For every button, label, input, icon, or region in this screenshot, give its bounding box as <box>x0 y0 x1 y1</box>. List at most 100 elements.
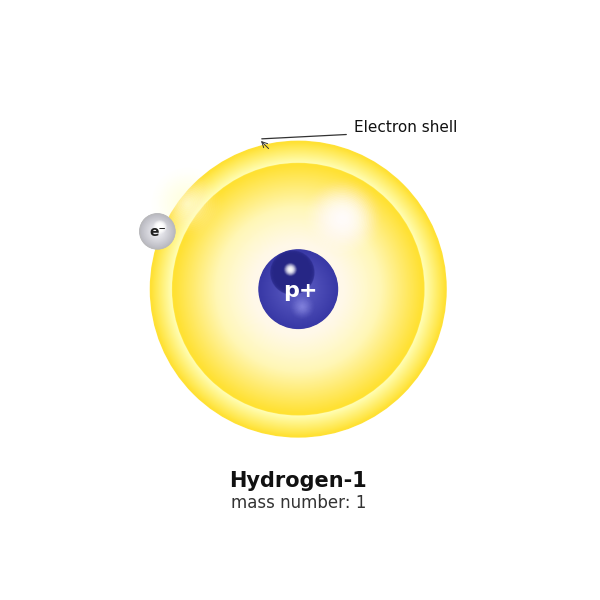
Circle shape <box>287 266 294 273</box>
Circle shape <box>281 262 303 283</box>
Circle shape <box>215 206 382 373</box>
Circle shape <box>177 168 419 410</box>
Circle shape <box>290 281 307 298</box>
Circle shape <box>323 199 362 238</box>
Circle shape <box>151 142 445 436</box>
Circle shape <box>230 220 367 358</box>
Circle shape <box>203 194 394 385</box>
Circle shape <box>206 197 391 382</box>
Circle shape <box>180 196 195 211</box>
Circle shape <box>329 205 356 232</box>
Circle shape <box>169 185 206 222</box>
Circle shape <box>209 200 388 379</box>
Circle shape <box>277 257 307 288</box>
Circle shape <box>277 268 320 311</box>
Circle shape <box>232 223 364 355</box>
Circle shape <box>198 188 399 389</box>
Circle shape <box>249 239 348 338</box>
Circle shape <box>295 286 301 292</box>
Circle shape <box>334 210 351 226</box>
Circle shape <box>157 230 158 232</box>
Circle shape <box>285 264 296 275</box>
Circle shape <box>331 206 354 230</box>
Circle shape <box>259 250 338 328</box>
Circle shape <box>288 267 293 272</box>
Circle shape <box>227 217 370 361</box>
Circle shape <box>292 297 312 317</box>
Circle shape <box>148 221 167 241</box>
Circle shape <box>231 222 365 356</box>
Circle shape <box>155 146 442 433</box>
Circle shape <box>157 231 158 232</box>
Circle shape <box>180 171 416 407</box>
Circle shape <box>235 226 362 353</box>
Circle shape <box>145 219 170 244</box>
Circle shape <box>196 187 400 391</box>
Circle shape <box>272 263 324 315</box>
Circle shape <box>286 277 310 301</box>
Circle shape <box>179 170 417 408</box>
Circle shape <box>286 265 295 274</box>
Circle shape <box>247 238 350 341</box>
Circle shape <box>172 163 425 416</box>
Circle shape <box>209 200 387 378</box>
Circle shape <box>152 143 444 435</box>
Circle shape <box>173 163 424 415</box>
Circle shape <box>265 255 332 323</box>
Circle shape <box>280 271 316 307</box>
Circle shape <box>165 181 209 226</box>
Circle shape <box>154 221 166 233</box>
Circle shape <box>167 183 208 224</box>
Circle shape <box>217 208 380 370</box>
Circle shape <box>269 260 327 318</box>
Circle shape <box>197 188 400 391</box>
Circle shape <box>234 225 362 353</box>
Circle shape <box>156 223 164 231</box>
Circle shape <box>328 203 358 233</box>
Circle shape <box>149 224 165 239</box>
Circle shape <box>154 220 167 233</box>
Circle shape <box>325 200 361 236</box>
Circle shape <box>163 154 434 424</box>
Circle shape <box>188 179 409 399</box>
Circle shape <box>292 282 305 296</box>
Circle shape <box>260 251 336 327</box>
Circle shape <box>187 178 409 400</box>
Circle shape <box>157 147 440 431</box>
Circle shape <box>157 224 163 230</box>
Circle shape <box>276 267 320 311</box>
Circle shape <box>225 216 371 362</box>
Circle shape <box>265 256 332 323</box>
Circle shape <box>272 252 313 293</box>
Circle shape <box>143 217 172 246</box>
Circle shape <box>260 251 337 328</box>
Circle shape <box>145 220 169 244</box>
Circle shape <box>299 304 305 310</box>
Circle shape <box>290 281 306 297</box>
Circle shape <box>218 209 379 370</box>
Circle shape <box>185 202 189 205</box>
Circle shape <box>159 150 437 428</box>
Circle shape <box>288 268 296 277</box>
Circle shape <box>146 220 169 242</box>
Circle shape <box>254 245 342 333</box>
Circle shape <box>295 286 302 293</box>
Circle shape <box>319 195 366 241</box>
Circle shape <box>210 201 386 377</box>
Circle shape <box>280 260 305 286</box>
Circle shape <box>336 212 349 225</box>
Circle shape <box>146 221 168 242</box>
Text: Electron shell: Electron shell <box>354 120 457 135</box>
Circle shape <box>153 227 161 236</box>
Circle shape <box>161 152 435 426</box>
Circle shape <box>212 203 385 376</box>
Circle shape <box>171 162 425 416</box>
Circle shape <box>184 175 413 404</box>
Circle shape <box>248 239 349 340</box>
Circle shape <box>253 244 344 335</box>
Circle shape <box>174 165 422 413</box>
Circle shape <box>271 262 325 316</box>
Circle shape <box>187 178 410 401</box>
Circle shape <box>338 213 347 223</box>
Circle shape <box>155 223 164 232</box>
